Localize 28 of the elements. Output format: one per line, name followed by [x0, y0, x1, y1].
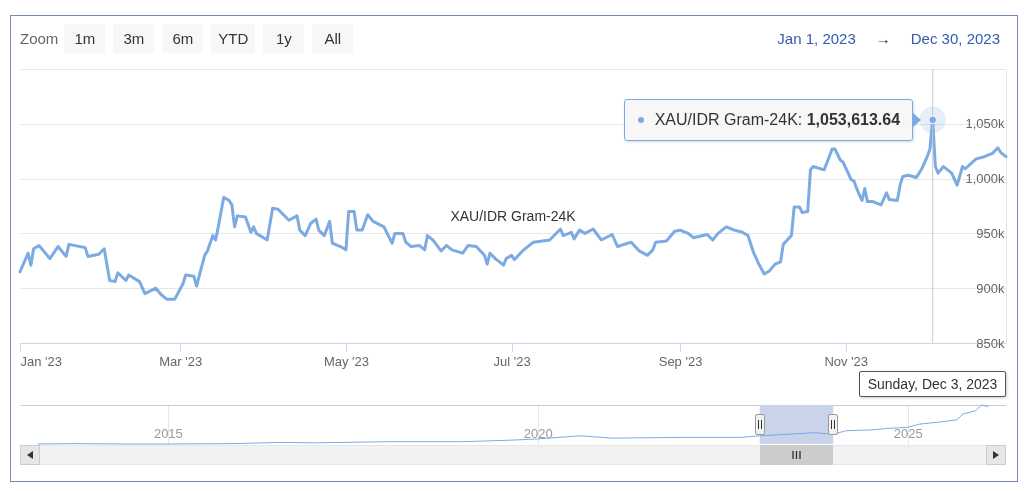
- annotation: XAU/IDR Gram-24K: 1,053,613.64: [654, 110, 901, 128]
- x-tick-label: Nov '23: [824, 353, 869, 369]
- zoom-label: Zoom: [20, 30, 59, 47]
- y-tick-label: 1,050k: [965, 116, 1005, 132]
- range-button: 3m: [113, 24, 155, 53]
- date-field: Jan 1, 2023: [777, 30, 856, 47]
- x-tick-label: 2025: [893, 425, 923, 441]
- y-tick-label: 950k: [976, 225, 1005, 241]
- date-field: Dec 30, 2023: [910, 30, 1000, 47]
- range-button: 1y: [263, 24, 305, 53]
- y-tick-label: 850k: [976, 335, 1005, 351]
- y-tick-label: 900k: [976, 280, 1005, 296]
- x-tick-label: Mar '23: [159, 353, 203, 369]
- series-label: XAU/IDR Gram-24K: [450, 208, 577, 225]
- arrow-label: →: [875, 30, 891, 47]
- x-tick-label: 2015: [153, 425, 183, 441]
- date-label: Sunday, Dec 3, 2023: [858, 371, 1007, 397]
- range-button: All: [312, 24, 354, 53]
- x-tick-label: Jan '23: [20, 353, 63, 369]
- tooltip: XAU/IDR Gram-24K: 1,053,613.64: [623, 98, 914, 141]
- y-tick-label: 1,000k: [965, 171, 1005, 187]
- x-tick-label: 2020: [523, 425, 553, 441]
- x-tick-label: Sep '23: [658, 353, 703, 369]
- x-tick-label: May '23: [323, 353, 370, 369]
- range-button: YTD: [211, 24, 256, 53]
- x-tick-label: Jul '23: [493, 353, 531, 369]
- range-button: 6m: [162, 24, 204, 53]
- range-button: 1m: [64, 24, 106, 53]
